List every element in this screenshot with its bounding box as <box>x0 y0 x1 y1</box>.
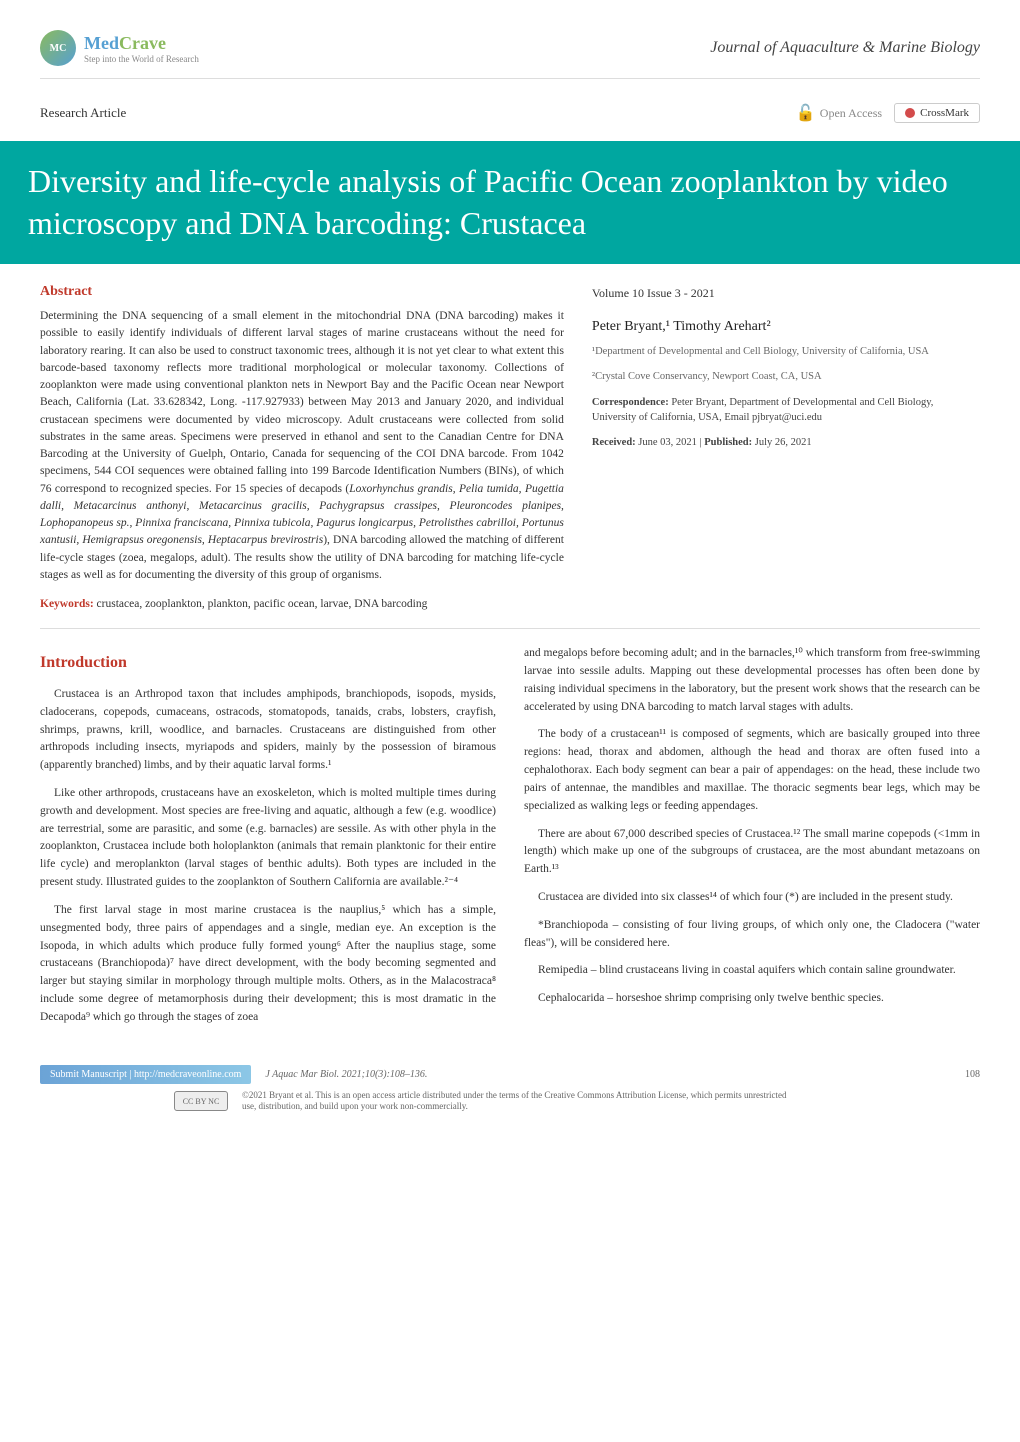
intro-r4: Crustacea are divided into six classes¹⁴… <box>524 889 980 907</box>
intro-p3: The first larval stage in most marine cr… <box>40 902 496 1027</box>
intro-r5: *Branchiopoda – consisting of four livin… <box>524 917 980 953</box>
open-access-text: Open Access <box>820 106 882 121</box>
article-type-label: Research Article <box>40 105 126 121</box>
abstract-heading: Abstract <box>40 284 564 300</box>
logo-prefix: Med <box>84 33 119 53</box>
introduction-heading: Introduction <box>40 651 496 676</box>
crossmark-badge[interactable]: CrossMark <box>894 103 980 123</box>
received-date: June 03, 2021 <box>638 437 697 448</box>
correspondence-block: Correspondence: Peter Bryant, Department… <box>592 395 980 425</box>
keywords-text: crustacea, zooplankton, plankton, pacifi… <box>94 598 428 610</box>
citation-text: J Aquac Mar Biol. 2021;10(3):108–136. <box>265 1069 951 1080</box>
published-label: Published: <box>704 437 754 448</box>
volume-issue: Volume 10 Issue 3 - 2021 <box>592 284 980 302</box>
copyright-text: ©2021 Bryant et al. This is an open acce… <box>242 1090 802 1113</box>
published-date: July 26, 2021 <box>755 437 812 448</box>
logo-mark-icon: MC <box>40 30 76 66</box>
correspondence-label: Correspondence: <box>592 397 671 408</box>
cc-license-icon: CC BY NC <box>174 1091 228 1111</box>
intro-r7: Cephalocarida – horseshoe shrimp compris… <box>524 990 980 1008</box>
page-footer: Submit Manuscript | http://medcraveonlin… <box>40 1065 980 1084</box>
article-title: Diversity and life-cycle analysis of Pac… <box>0 141 1020 264</box>
journal-title: Journal of Aquaculture & Marine Biology <box>710 39 980 57</box>
crossmark-text: CrossMark <box>920 107 969 119</box>
right-column: and megalops before becoming adult; and … <box>524 645 980 1036</box>
affiliation-2: ²Crystal Cove Conservancy, Newport Coast… <box>592 370 980 385</box>
abstract-body: Determining the DNA sequencing of a smal… <box>40 308 564 584</box>
intro-p2: Like other arthropods, crustaceans have … <box>40 785 496 892</box>
submit-manuscript-badge[interactable]: Submit Manuscript | http://medcraveonlin… <box>40 1065 251 1084</box>
left-column: Introduction Crustacea is an Arthropod t… <box>40 645 496 1036</box>
intro-p1: Crustacea is an Arthropod taxon that inc… <box>40 686 496 775</box>
keywords-label: Keywords: <box>40 598 94 610</box>
page-number: 108 <box>965 1069 980 1080</box>
author-names: Peter Bryant,¹ Timothy Arehart² <box>592 316 980 337</box>
logo-suffix: Crave <box>119 33 166 53</box>
page-header: MC MedCrave Step into the World of Resea… <box>40 30 980 79</box>
keywords-row: Keywords: crustacea, zooplankton, plankt… <box>40 598 564 610</box>
dates-block: Received: June 03, 2021 | Published: Jul… <box>592 435 980 450</box>
logo-tagline: Step into the World of Research <box>84 54 199 64</box>
crossmark-icon <box>905 108 915 118</box>
received-label: Received: <box>592 437 638 448</box>
divider <box>40 628 980 629</box>
intro-r6: Remipedia – blind crustaceans living in … <box>524 962 980 980</box>
affiliation-1: ¹Department of Developmental and Cell Bi… <box>592 345 980 360</box>
abstract-text-1: Determining the DNA sequencing of a smal… <box>40 310 564 495</box>
intro-r1: and megalops before becoming adult; and … <box>524 645 980 716</box>
lock-open-icon: 🔓 <box>796 103 816 123</box>
intro-r2: The body of a crustacean¹¹ is composed o… <box>524 726 980 815</box>
intro-r3: There are about 67,000 described species… <box>524 826 980 879</box>
publisher-logo: MC MedCrave Step into the World of Resea… <box>40 30 199 66</box>
open-access-badge: 🔓 Open Access <box>796 103 882 123</box>
